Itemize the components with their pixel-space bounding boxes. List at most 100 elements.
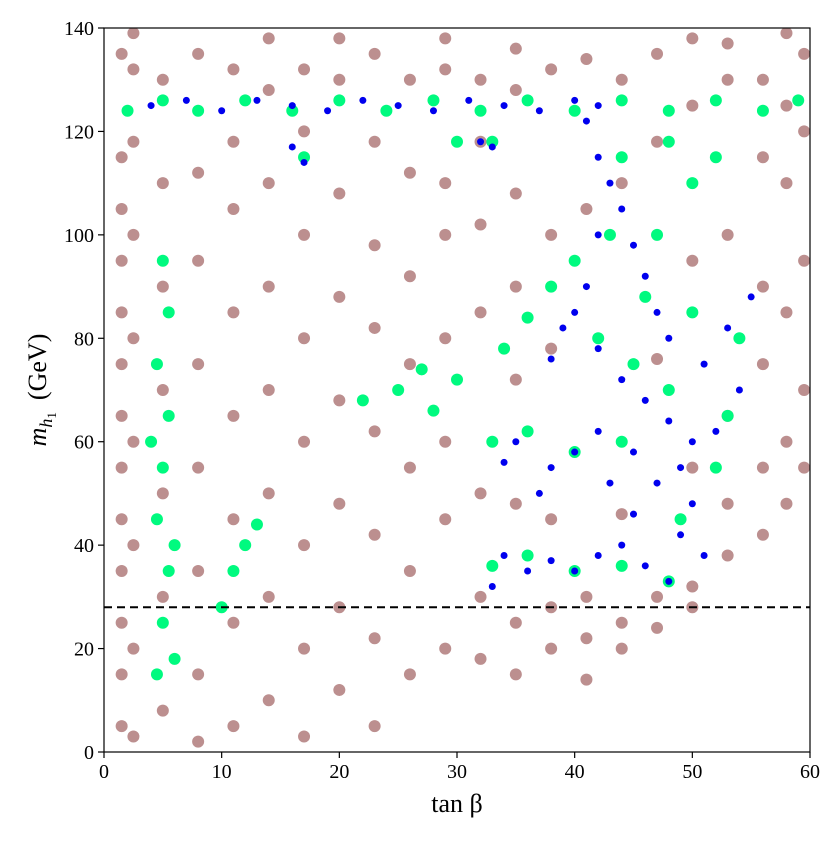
point bbox=[115, 409, 128, 422]
y-tick-label: 100 bbox=[64, 225, 94, 247]
point bbox=[253, 96, 261, 104]
point bbox=[403, 461, 416, 474]
point bbox=[677, 464, 685, 472]
point bbox=[524, 567, 532, 575]
point bbox=[298, 151, 311, 164]
point bbox=[394, 102, 402, 110]
point bbox=[333, 32, 346, 45]
point bbox=[300, 158, 308, 166]
point bbox=[439, 32, 452, 45]
point bbox=[580, 673, 593, 686]
point bbox=[798, 254, 810, 267]
x-axis-label: tan β bbox=[431, 789, 483, 818]
point bbox=[662, 135, 675, 148]
point bbox=[580, 590, 593, 603]
point bbox=[780, 497, 793, 510]
point bbox=[368, 321, 381, 334]
point bbox=[630, 448, 637, 456]
point bbox=[262, 32, 275, 45]
point bbox=[798, 384, 810, 396]
point bbox=[686, 580, 699, 593]
y-tick-label: 0 bbox=[84, 742, 94, 764]
point bbox=[592, 332, 605, 345]
point bbox=[286, 104, 299, 117]
point bbox=[651, 135, 664, 148]
point bbox=[451, 135, 463, 148]
point bbox=[168, 652, 181, 665]
point bbox=[359, 96, 367, 104]
point bbox=[521, 311, 534, 324]
point bbox=[298, 435, 311, 448]
point bbox=[427, 404, 440, 417]
point bbox=[756, 73, 769, 86]
point bbox=[756, 104, 769, 117]
point bbox=[498, 342, 511, 355]
point bbox=[594, 345, 602, 353]
point bbox=[127, 228, 140, 241]
point bbox=[651, 47, 664, 60]
point bbox=[509, 42, 522, 55]
point bbox=[721, 228, 734, 241]
point bbox=[488, 143, 496, 151]
point bbox=[288, 102, 296, 110]
point bbox=[156, 461, 169, 474]
point bbox=[115, 254, 128, 267]
point bbox=[439, 332, 452, 345]
point bbox=[368, 425, 381, 438]
point bbox=[615, 642, 628, 655]
point bbox=[474, 73, 487, 86]
point bbox=[474, 590, 487, 603]
point bbox=[686, 32, 699, 45]
point bbox=[115, 203, 128, 215]
x-tick-label: 40 bbox=[565, 761, 585, 783]
point bbox=[182, 96, 190, 104]
point bbox=[298, 332, 311, 345]
point bbox=[709, 461, 722, 474]
y-tick-label: 140 bbox=[64, 18, 94, 40]
point bbox=[594, 153, 602, 161]
point bbox=[227, 513, 240, 526]
point bbox=[594, 551, 602, 559]
point bbox=[192, 668, 205, 681]
point bbox=[571, 308, 579, 316]
point bbox=[662, 384, 675, 396]
point bbox=[439, 63, 452, 76]
point bbox=[674, 513, 687, 526]
point bbox=[545, 513, 558, 526]
point bbox=[580, 632, 593, 645]
point bbox=[651, 228, 664, 241]
point bbox=[521, 425, 534, 438]
point bbox=[500, 551, 508, 559]
point bbox=[333, 290, 346, 303]
point bbox=[606, 179, 614, 187]
point bbox=[298, 63, 311, 76]
point bbox=[686, 306, 699, 319]
point bbox=[627, 358, 640, 371]
point bbox=[615, 508, 628, 521]
point bbox=[709, 151, 722, 164]
point bbox=[521, 549, 534, 562]
point bbox=[571, 96, 579, 104]
point bbox=[156, 280, 169, 293]
point bbox=[780, 306, 793, 319]
point bbox=[127, 435, 140, 448]
point bbox=[115, 151, 128, 164]
point bbox=[780, 435, 793, 448]
point bbox=[227, 720, 240, 733]
point bbox=[162, 306, 175, 319]
point bbox=[115, 565, 128, 577]
point bbox=[780, 99, 793, 112]
point bbox=[756, 280, 769, 293]
point bbox=[641, 396, 649, 404]
point bbox=[192, 461, 205, 474]
point bbox=[547, 464, 555, 472]
point bbox=[545, 228, 558, 241]
point bbox=[571, 567, 579, 575]
point bbox=[368, 47, 381, 60]
point bbox=[429, 107, 437, 115]
point bbox=[262, 590, 275, 603]
point bbox=[356, 394, 369, 407]
point bbox=[298, 539, 311, 552]
point bbox=[415, 363, 428, 376]
